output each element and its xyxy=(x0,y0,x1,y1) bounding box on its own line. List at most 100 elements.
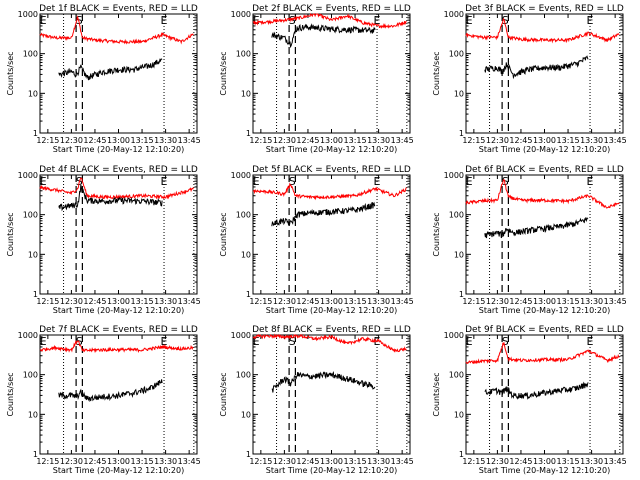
x-tick-label: 13:00 xyxy=(320,457,343,466)
x-tick-label: 12:30 xyxy=(486,297,509,306)
x-tick-label: 12:30 xyxy=(273,297,296,306)
lld-series-line xyxy=(39,340,194,354)
y-tick-label: 100 xyxy=(449,50,464,59)
x-tick-label: 13:15 xyxy=(344,297,367,306)
x-tick-label: 13:30 xyxy=(580,136,603,145)
x-tick-label: 13:00 xyxy=(107,297,130,306)
y-axis-label: Counts/sec xyxy=(432,372,441,416)
y-tick-label: 1 xyxy=(246,290,251,299)
x-axis-label: Start Time (20-May-12 12:10:20) xyxy=(479,466,610,475)
y-tick-label: 1 xyxy=(33,129,38,138)
x-tick-label: 12:30 xyxy=(273,136,296,145)
x-tick-label: 12:45 xyxy=(296,136,319,145)
x-tick-label: 12:45 xyxy=(509,136,532,145)
x-tick-label: 12:15 xyxy=(462,136,485,145)
x-tick-label: 13:00 xyxy=(533,297,556,306)
x-tick-label: 12:30 xyxy=(486,136,509,145)
y-tick-label: 10 xyxy=(28,410,38,419)
y-tick-label: 1 xyxy=(459,450,464,459)
x-tick-label: 13:45 xyxy=(391,136,414,145)
marker-letter-start: E xyxy=(253,175,260,188)
x-tick-label: 13:45 xyxy=(604,297,627,306)
y-tick-label: 1 xyxy=(459,290,464,299)
y-tick-label: 10 xyxy=(241,250,251,259)
lld-series-line xyxy=(252,333,407,353)
marker-letter-saa: S xyxy=(76,335,83,348)
y-tick-label: 100 xyxy=(236,50,251,59)
y-tick-label: 1000 xyxy=(444,171,464,180)
x-tick-label: 13:45 xyxy=(178,297,201,306)
marker-letter-start: E xyxy=(253,14,260,27)
x-tick-label: 13:00 xyxy=(107,457,130,466)
marker-letter-end: E xyxy=(587,14,594,27)
x-tick-label: 13:45 xyxy=(604,136,627,145)
panel-title: Det 3f BLACK = Events, RED = LLD xyxy=(465,4,624,14)
lld-series-line xyxy=(465,17,620,44)
x-tick-label: 12:45 xyxy=(509,457,532,466)
x-tick-label: 12:45 xyxy=(83,297,106,306)
marker-letter-saa: S xyxy=(502,14,509,27)
plot-frame xyxy=(252,334,411,455)
x-tick-label: 12:15 xyxy=(249,457,272,466)
x-tick-label: 13:30 xyxy=(154,297,177,306)
marker-letter-saa: S xyxy=(289,175,296,188)
x-tick-label: 13:45 xyxy=(391,457,414,466)
x-tick-label: 13:30 xyxy=(367,136,390,145)
events-series-line xyxy=(484,55,589,80)
y-tick-label: 100 xyxy=(236,371,251,380)
marker-letter-saa: S xyxy=(76,14,83,27)
panel-title: Det 1f BLACK = Events, RED = LLD xyxy=(39,4,198,14)
y-tick-label: 1 xyxy=(246,450,251,459)
marker-letter-end: E xyxy=(161,175,168,188)
x-tick-label: 12:15 xyxy=(36,457,59,466)
y-tick-label: 10 xyxy=(241,410,251,419)
y-tick-label: 100 xyxy=(236,211,251,220)
x-tick-label: 13:30 xyxy=(154,457,177,466)
x-tick-label: 12:30 xyxy=(486,457,509,466)
y-tick-label: 10 xyxy=(454,410,464,419)
marker-letter-start: E xyxy=(40,335,47,348)
y-axis-label: Counts/sec xyxy=(219,51,228,95)
x-tick-label: 13:30 xyxy=(367,457,390,466)
marker-letter-start: E xyxy=(253,335,260,348)
y-tick-label: 10 xyxy=(28,250,38,259)
y-tick-label: 1000 xyxy=(444,331,464,340)
x-axis-label: Start Time (20-May-12 12:10:20) xyxy=(53,306,184,315)
x-tick-label: 13:15 xyxy=(557,457,580,466)
x-tick-label: 12:30 xyxy=(60,136,83,145)
x-axis-label: Start Time (20-May-12 12:10:20) xyxy=(266,466,397,475)
marker-letter-saa: S xyxy=(502,335,509,348)
marker-letter-end: E xyxy=(161,335,168,348)
x-tick-label: 13:00 xyxy=(107,136,130,145)
plot-frame xyxy=(465,13,624,134)
marker-letter-start: E xyxy=(466,335,473,348)
y-tick-label: 1000 xyxy=(231,331,251,340)
panel-title: Det 6f BLACK = Events, RED = LLD xyxy=(465,165,624,175)
lld-series-line xyxy=(465,342,620,365)
y-tick-label: 10 xyxy=(28,89,38,98)
x-axis-label: Start Time (20-May-12 12:10:20) xyxy=(266,145,397,154)
y-tick-label: 1000 xyxy=(231,171,251,180)
y-axis-label: Counts/sec xyxy=(6,212,15,256)
y-tick-label: 100 xyxy=(449,211,464,220)
y-tick-label: 100 xyxy=(23,371,38,380)
y-tick-label: 10 xyxy=(454,89,464,98)
panel-title: Det 9f BLACK = Events, RED = LLD xyxy=(465,325,624,335)
x-tick-label: 12:15 xyxy=(36,136,59,145)
events-series-line xyxy=(58,184,163,212)
y-axis-label: Counts/sec xyxy=(6,372,15,416)
events-series-line xyxy=(484,217,589,239)
x-axis-label: Start Time (20-May-12 12:10:20) xyxy=(479,306,610,315)
events-series-line xyxy=(58,379,163,403)
lld-series-line xyxy=(252,182,407,201)
y-tick-label: 1000 xyxy=(18,171,38,180)
plot-frame xyxy=(252,13,411,134)
events-series-line xyxy=(484,381,589,400)
events-series-line xyxy=(271,23,376,49)
x-tick-label: 13:30 xyxy=(154,136,177,145)
